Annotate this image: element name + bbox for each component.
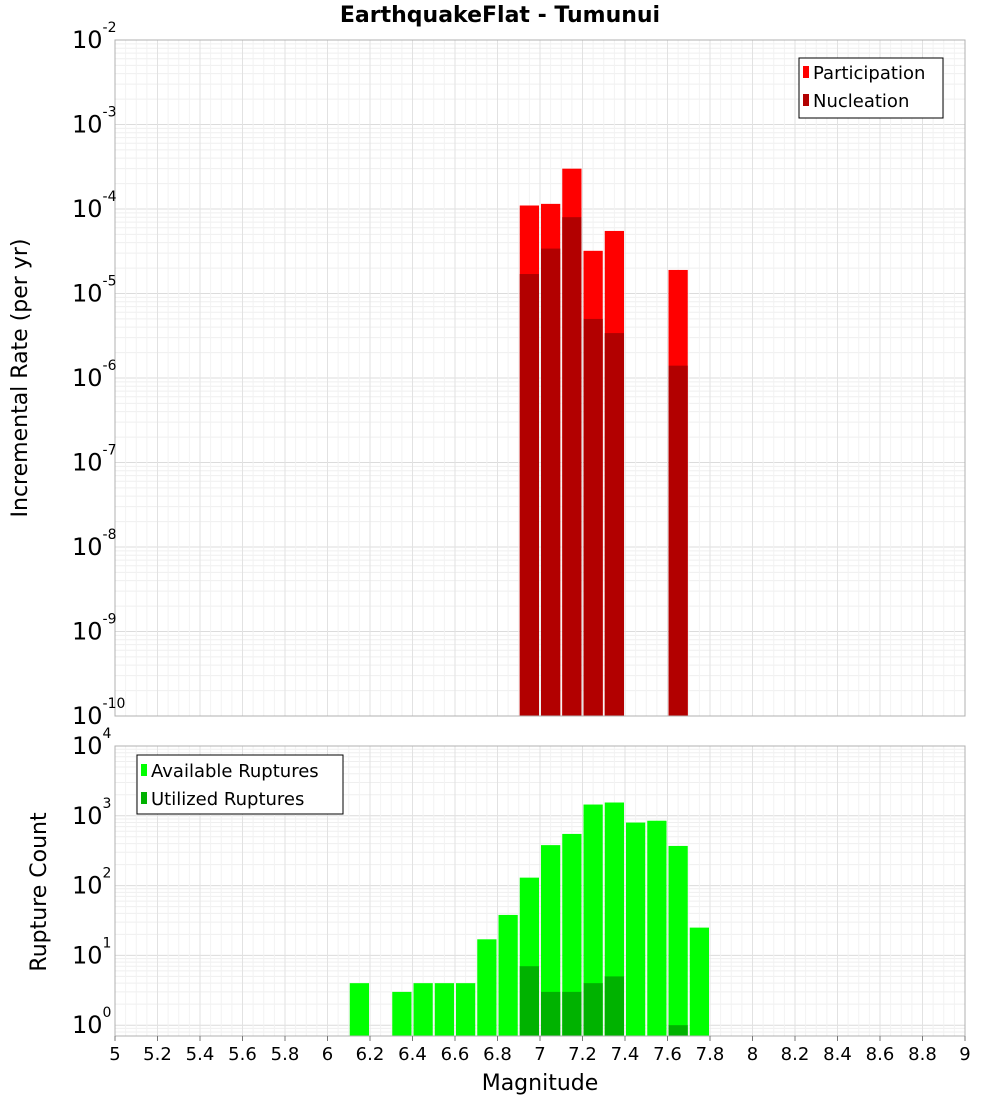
bar-top-s1-1 [541, 248, 561, 716]
x-tick-label-5: 6 [322, 1044, 333, 1065]
x-tick-label-20: 9 [959, 1044, 970, 1065]
top-y-axis-label: Incremental Rate (per yr) [8, 239, 33, 518]
x-tick-label-8: 6.6 [441, 1044, 470, 1065]
bar-bottom-s0-13 [647, 820, 667, 1036]
bar-top-s1-2 [562, 217, 582, 716]
bar-top-s1-0 [519, 274, 539, 716]
x-tick-label-0: 5 [109, 1044, 120, 1065]
bar-bottom-s1-5 [668, 1025, 688, 1036]
bar-bottom-s0-2 [413, 983, 433, 1036]
legend-swatch-nucleation [803, 94, 809, 106]
x-tick-label-6: 6.2 [356, 1044, 385, 1065]
top-bars [519, 168, 688, 717]
x-tick-label-12: 7.4 [611, 1044, 640, 1065]
y-tick-label-top-8: 10-2 [72, 20, 117, 54]
x-tick-label-13: 7.6 [653, 1044, 682, 1065]
top-plot-frame [114, 39, 966, 717]
y-tick-label-bottom-0: 100 [72, 1005, 111, 1039]
y-tick-label-top-3: 10-7 [72, 443, 117, 477]
bar-top-s1-3 [583, 318, 603, 716]
bar-bottom-s0-12 [626, 822, 646, 1036]
bar-bottom-s1-4 [604, 976, 624, 1036]
bar-bottom-s0-15 [689, 927, 709, 1036]
y-tick-label-bottom-3: 103 [72, 796, 111, 830]
y-tick-label-bottom-4: 104 [72, 726, 112, 760]
bottom-plot-area: 100 101 102 103 104 5 5.2 5.4 5.6 5.8 6 6.2 6.4 6.6 6… [27, 726, 971, 1096]
bottom-y-tick-labels: 100 101 102 103 104 [72, 726, 112, 1039]
y-tick-label-bottom-1: 101 [72, 935, 111, 969]
chart-title: EarthquakeFlat - Tumunui [340, 3, 660, 28]
bottom-y-axis-label: Rupture Count [27, 812, 52, 972]
y-tick-label-top-1: 10-9 [72, 612, 117, 646]
bar-bottom-s1-2 [562, 991, 582, 1036]
top-legend-box [798, 57, 944, 119]
bar-bottom-s0-5 [477, 939, 497, 1036]
x-tick-label-16: 8.2 [781, 1044, 810, 1065]
x-tick-label-9: 6.8 [483, 1044, 512, 1065]
bar-bottom-s1-1 [541, 991, 561, 1036]
legend-swatch-utilized [141, 792, 147, 804]
x-tick-label-11: 7.2 [568, 1044, 597, 1065]
y-tick-label-top-7: 10-3 [72, 105, 117, 139]
bottom-legend-box [136, 754, 344, 815]
x-axis-label: Magnitude [482, 1071, 599, 1096]
bottom-legend: Available Ruptures Utilized Ruptures [136, 754, 344, 815]
bar-bottom-s0-9 [562, 833, 582, 1036]
x-tick-label-19: 8.8 [908, 1044, 937, 1065]
legend-swatch-participation [803, 66, 809, 78]
legend-swatch-available [141, 764, 147, 776]
y-tick-label-top-2: 10-8 [72, 527, 117, 561]
legend-label-available: Available Ruptures [151, 761, 319, 782]
bar-top-s1-5 [668, 365, 688, 716]
top-legend: Participation Nucleation [798, 57, 944, 119]
bar-bottom-s0-3 [434, 983, 454, 1036]
bar-bottom-s0-6 [498, 914, 518, 1036]
bar-top-s1-4 [604, 333, 624, 716]
bar-bottom-s0-8 [541, 845, 561, 1036]
y-tick-label-top-4: 10-6 [72, 358, 117, 392]
legend-label-utilized: Utilized Ruptures [151, 789, 304, 810]
x-tick-label-17: 8.4 [823, 1044, 852, 1065]
x-tick-label-4: 5.8 [271, 1044, 300, 1065]
x-tick-label-2: 5.4 [186, 1044, 215, 1065]
y-tick-label-top-6: 10-4 [72, 189, 117, 223]
x-tick-labels: 5 5.2 5.4 5.6 5.8 6 6.2 6.4 6.6 6.8 7 7.2 7.4 7.6 7.8 8… [109, 1036, 971, 1065]
bar-bottom-s0-1 [392, 991, 412, 1036]
x-tick-label-18: 8.6 [866, 1044, 895, 1065]
y-tick-label-bottom-2: 102 [72, 866, 111, 900]
bar-bottom-s0-14 [668, 845, 688, 1036]
x-tick-label-10: 7 [534, 1044, 545, 1065]
bar-bottom-s1-3 [583, 983, 603, 1036]
x-tick-label-14: 7.8 [696, 1044, 725, 1065]
x-tick-label-7: 6.4 [398, 1044, 427, 1065]
bar-bottom-s0-10 [583, 804, 603, 1036]
top-gridlines [114, 40, 966, 717]
legend-label-nucleation: Nucleation [813, 91, 909, 112]
bar-bottom-s1-0 [519, 966, 539, 1036]
x-tick-label-1: 5.2 [143, 1044, 172, 1065]
legend-label-participation: Participation [813, 63, 925, 84]
x-tick-label-15: 8 [747, 1044, 758, 1065]
top-plot-area: 10-10 10-9 10-8 10-7 10-6 10-5 10-4 10-3 10-2 In… [8, 20, 966, 730]
x-tick-label-3: 5.6 [228, 1044, 257, 1065]
bottom-bars [349, 802, 709, 1036]
bar-bottom-s0-4 [456, 983, 476, 1036]
top-y-tick-labels: 10-10 10-9 10-8 10-7 10-6 10-5 10-4 10-3 10-2 [72, 20, 125, 730]
y-tick-label-top-0: 10-10 [72, 696, 125, 730]
bar-bottom-s0-0 [349, 983, 369, 1036]
y-tick-label-top-5: 10-5 [72, 274, 117, 308]
